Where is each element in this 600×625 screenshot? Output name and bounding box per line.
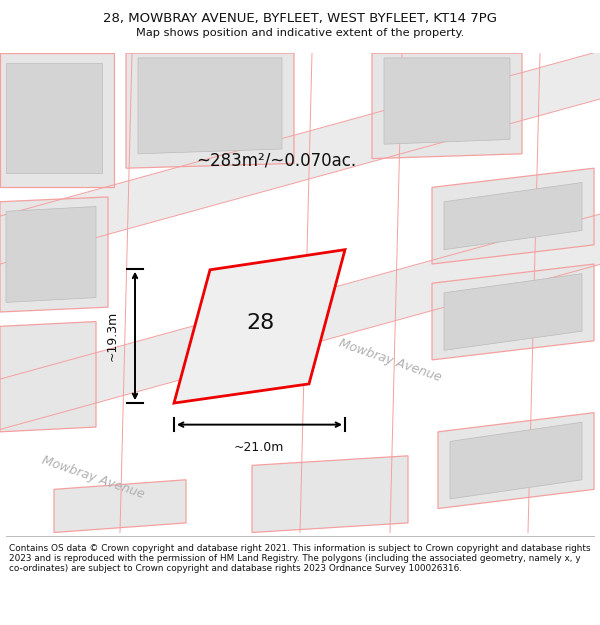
Polygon shape xyxy=(432,264,594,360)
Polygon shape xyxy=(0,322,96,432)
Polygon shape xyxy=(372,53,522,159)
Text: Map shows position and indicative extent of the property.: Map shows position and indicative extent… xyxy=(136,28,464,38)
Polygon shape xyxy=(444,274,582,351)
Text: ~21.0m: ~21.0m xyxy=(234,441,284,454)
Text: ~283m²/~0.070ac.: ~283m²/~0.070ac. xyxy=(196,152,356,170)
Polygon shape xyxy=(444,182,582,249)
Polygon shape xyxy=(0,53,114,187)
Text: Mowbray Avenue: Mowbray Avenue xyxy=(337,336,443,384)
Polygon shape xyxy=(0,197,108,312)
Polygon shape xyxy=(6,62,102,173)
Polygon shape xyxy=(6,206,96,302)
Polygon shape xyxy=(174,249,345,403)
Text: 28: 28 xyxy=(247,312,275,332)
Polygon shape xyxy=(432,168,594,264)
Text: 28, MOWBRAY AVENUE, BYFLEET, WEST BYFLEET, KT14 7PG: 28, MOWBRAY AVENUE, BYFLEET, WEST BYFLEE… xyxy=(103,12,497,24)
Polygon shape xyxy=(138,58,282,154)
Polygon shape xyxy=(0,51,600,264)
Polygon shape xyxy=(0,214,600,429)
Polygon shape xyxy=(450,422,582,499)
Polygon shape xyxy=(384,58,510,144)
Text: Mowbray Avenue: Mowbray Avenue xyxy=(40,454,146,501)
Polygon shape xyxy=(252,456,408,532)
Polygon shape xyxy=(438,412,594,509)
Text: ~19.3m: ~19.3m xyxy=(106,311,119,361)
Polygon shape xyxy=(54,480,186,532)
Text: Contains OS data © Crown copyright and database right 2021. This information is : Contains OS data © Crown copyright and d… xyxy=(9,544,590,573)
Polygon shape xyxy=(126,53,294,168)
Polygon shape xyxy=(189,262,329,389)
